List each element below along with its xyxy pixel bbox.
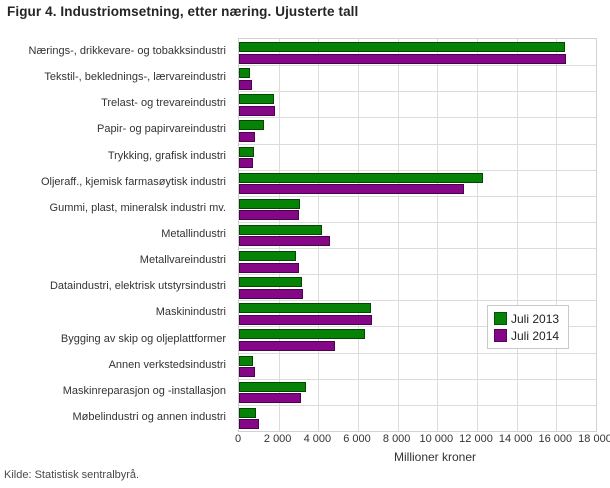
bar-juli-2014-row8 [239,262,299,273]
vertical-gridline [437,39,439,431]
vertical-gridline [278,39,280,431]
category-label: Maskinreparasjon og -installasjon [62,384,226,397]
vertical-gridline [358,39,359,431]
category-label: Tekstil-, beklednings-, lærvareindustri [44,71,226,84]
bar-juli-2014-row4 [239,158,254,169]
bar-juli-2013-row11 [239,329,365,340]
legend-swatch-juli-2014-icon [494,329,507,342]
horizontal-gridline [239,404,596,406]
vertical-gridline [477,39,478,431]
legend: Juli 2013 Juli 2014 [487,305,570,349]
bar-juli-2013-row7 [239,224,322,235]
x-axis-title: Millioner kroner [393,450,477,464]
x-tick-label: 18 000 [578,433,610,445]
bar-juli-2013-row0 [239,42,565,52]
category-label: Papir- og papirvareindustri [96,123,226,136]
legend-entry-juli-2013: Juli 2013 [494,310,559,327]
bar-juli-2013-row4 [239,146,255,157]
category-label: Trelast- og trevareindustri [101,97,226,110]
x-axis-tick-labels: 0 2 000 4 000 6 000 8 000 10 000 12 000 14 000 1… [234,433,610,447]
horizontal-gridline [239,91,596,93]
category-label: Gummi, plast, mineralsk industri mv. [49,201,226,214]
horizontal-gridline [239,117,596,119]
vertical-gridline [556,39,558,431]
x-tick-label: 10 000 [419,433,454,445]
category-label: Metallvareindustri [139,254,226,267]
bar-juli-2014-row14 [239,419,260,430]
source-caption: Kilde: Statistisk sentralbyrå. [4,469,140,481]
horizontal-gridline [239,221,596,223]
bar-juli-2013-row5 [239,172,483,183]
horizontal-gridline [239,143,596,145]
bar-juli-2013-row2 [239,94,274,105]
horizontal-gridline [239,65,596,67]
bar-juli-2014-row5 [239,184,464,195]
bar-juli-2014-row10 [239,314,373,325]
bar-juli-2013-row6 [239,198,300,209]
horizontal-gridline [239,378,596,380]
x-tick-label: 0 [234,433,242,445]
category-label: Maskinindustri [155,306,226,319]
bar-juli-2014-row12 [239,367,256,378]
bar-juli-2014-row1 [239,79,253,90]
vertical-gridline [318,39,320,431]
bar-juli-2014-row6 [239,210,299,221]
bar-juli-2014-row0 [239,53,566,64]
horizontal-gridline [239,352,596,354]
bar-juli-2014-row11 [239,340,335,351]
horizontal-gridline [239,274,596,276]
category-label: Metallindustri [161,227,226,240]
y-axis-category-labels: Nærings-, drikkevare- og tobakksindustri… [0,38,232,430]
bar-juli-2013-row10 [239,303,371,314]
legend-label-juli-2013: Juli 2013 [511,311,560,326]
horizontal-gridline [239,195,596,197]
x-tick-label: 8 000 [382,433,411,445]
legend-swatch-juli-2013-icon [494,312,507,325]
chart-title: Figur 4. Industriomsetning, etter næring… [7,4,359,19]
bar-juli-2014-row9 [239,288,304,299]
horizontal-gridline [239,326,596,328]
x-tick-label: 2 000 [263,433,292,445]
bar-juli-2013-row12 [239,355,254,366]
bar-juli-2014-row13 [239,393,302,404]
x-tick-label: 14 000 [498,433,533,445]
bar-juli-2013-row13 [239,381,307,392]
bar-juli-2013-row9 [239,277,303,288]
category-label: Møbelindustri og annen industri [72,410,226,423]
category-label: Oljeraff., kjemisk farmasøytisk industri [40,175,226,188]
category-label: Nærings-, drikkevare- og tobakksindustri [28,45,226,58]
horizontal-gridline [239,300,596,302]
bar-juli-2014-row2 [239,105,276,116]
bar-juli-2014-row3 [239,131,256,142]
vertical-gridline [397,39,399,431]
bar-juli-2013-row8 [239,251,296,262]
bar-juli-2013-row1 [239,68,250,79]
horizontal-gridline [239,248,596,250]
category-label: Trykking, grafisk industri [107,149,226,162]
legend-label-juli-2014: Juli 2014 [511,328,560,343]
category-label: Annen verkstedsindustri [108,358,226,371]
horizontal-gridline [239,169,596,171]
x-tick-label: 12 000 [459,433,493,445]
plot-area [238,38,597,432]
x-tick-label: 6 000 [343,433,371,445]
bar-juli-2013-row3 [239,120,264,131]
x-tick-label: 16 000 [538,433,573,445]
legend-entry-juli-2014: Juli 2014 [494,327,559,344]
bar-juli-2014-row7 [239,236,331,247]
category-label: Bygging av skip og oljeplattformer [60,332,226,345]
category-label: Dataindustri, elektrisk utstyrsindustri [49,280,226,293]
x-tick-label: 4 000 [303,433,332,445]
bar-juli-2013-row14 [239,407,257,418]
vertical-gridline [516,39,518,431]
